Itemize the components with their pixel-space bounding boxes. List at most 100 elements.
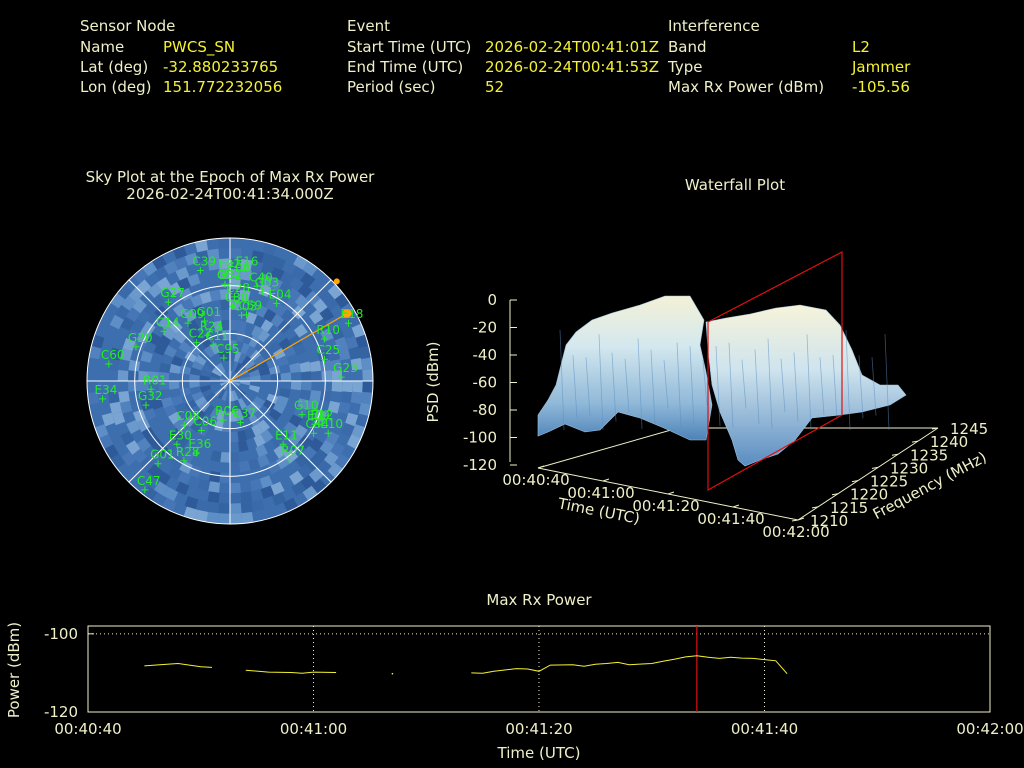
- satellite-marker: [222, 269, 230, 277]
- skyplot-cell: [286, 287, 302, 302]
- skyplot-cell: [189, 367, 202, 376]
- waterfall-y-tick-label: 1230: [890, 459, 928, 477]
- waterfall-texture: [715, 346, 721, 427]
- skyplot-cell: [158, 381, 170, 391]
- skyplot-cell: [138, 381, 149, 392]
- skyplot-cell: [200, 335, 212, 348]
- skyplot-cell: [278, 281, 293, 297]
- skyplot-cell: [253, 354, 266, 366]
- skyplot-cell: [171, 395, 184, 407]
- power-y-tick-label: -100: [44, 625, 78, 643]
- skyplot-cell: [309, 309, 324, 325]
- skyplot-cell: [179, 424, 193, 438]
- skyplot-cell: [350, 357, 363, 371]
- skyplot-cell: [218, 258, 230, 270]
- waterfall-z-tick-label: -80: [473, 401, 498, 419]
- waterfall-title: Waterfall Plot: [685, 176, 785, 194]
- skyplot-cell: [187, 273, 201, 287]
- skyplot-cell: [300, 272, 316, 288]
- skyplot-cell: [230, 452, 240, 463]
- skyplot-cell: [234, 350, 242, 363]
- satellite-marker: [230, 293, 238, 301]
- skyplot-cell: [170, 292, 184, 307]
- skyplot-cell: [251, 325, 264, 338]
- skyplot-cell: [89, 345, 102, 360]
- skyplot-cell: [173, 418, 187, 432]
- skyplot-cell: [195, 499, 209, 512]
- waterfall-texture: [559, 329, 565, 431]
- skyplot-cell: [270, 481, 285, 496]
- skyplot-cell: [120, 316, 135, 331]
- skyplot-cell: [156, 470, 171, 486]
- sensor-lat-value: -32.880233765: [163, 58, 279, 76]
- satellite-label: E10: [320, 417, 343, 431]
- waterfall-y-tick: [851, 480, 859, 483]
- skyplot-cell: [163, 260, 179, 275]
- skyplot-cell: [217, 389, 226, 400]
- skyplot-cell: [194, 396, 207, 408]
- satellite-marker: [192, 449, 200, 457]
- skyplot-cell: [341, 422, 355, 438]
- skyplot-cell: [127, 381, 139, 392]
- skyplot-cell: [280, 372, 292, 381]
- skyplot-cell: [334, 293, 350, 309]
- skyplot-cell: [258, 367, 271, 376]
- power-x-tick-label: 00:40:40: [54, 720, 121, 738]
- skyplot-cell: [273, 444, 288, 459]
- skyplot-cell: [270, 313, 285, 328]
- waterfall-y-tick: [791, 519, 799, 522]
- skyplot-cell: [101, 412, 115, 427]
- skyplot-cell: [115, 304, 130, 320]
- satellite-marker: [243, 311, 251, 319]
- skyplot-cell: [189, 381, 200, 389]
- skyplot-cell: [248, 414, 260, 427]
- satellite-marker: [221, 280, 229, 288]
- waterfall-texture: [650, 349, 656, 424]
- skyplot-cell: [330, 326, 345, 341]
- interference-band-value: L2: [852, 38, 870, 56]
- skyplot-cell: [320, 328, 334, 342]
- satellite-label: C14: [156, 315, 180, 329]
- skyplot-cell: [230, 340, 238, 351]
- skyplot-cell: [190, 294, 203, 308]
- satellite-label: C34: [306, 417, 330, 431]
- skyplot-cell: [122, 338, 136, 352]
- skyplot-cell: [211, 368, 222, 377]
- skyplot-cell: [220, 299, 230, 310]
- waterfall-x-tick: [797, 517, 805, 521]
- power-x-axis-label: Time (UTC): [497, 744, 581, 762]
- waterfall-y-tick-label: 1245: [950, 420, 988, 438]
- skyplot-cell: [147, 332, 161, 346]
- satellite-label: C27: [189, 327, 213, 341]
- skyplot-cell: [309, 390, 322, 402]
- sensor-name-label: Name: [80, 38, 125, 56]
- satellite-marker: [141, 486, 149, 494]
- satellite-marker: [220, 354, 228, 362]
- skyplot-cell: [276, 455, 290, 470]
- satellite-marker: [180, 421, 188, 429]
- waterfall-texture: [585, 357, 591, 416]
- skyplot-cell: [361, 357, 373, 370]
- power-series-point: [391, 672, 394, 675]
- skyplot-cell: [227, 370, 230, 381]
- waterfall-z-tick-label: -120: [463, 456, 497, 474]
- skyplot-cell: [293, 424, 308, 439]
- skyplot-cell: [313, 448, 328, 464]
- skyplot-cell: [248, 335, 260, 348]
- skyplot-cell: [230, 381, 241, 384]
- waterfall-texture: [663, 359, 669, 409]
- skyplot-cell: [222, 329, 230, 341]
- satellite-label: C03: [234, 299, 258, 313]
- skyplot-cell: [262, 242, 277, 256]
- skyplot-cell: [147, 283, 163, 298]
- satellite-marker: [345, 319, 353, 327]
- skyplot-cell: [175, 481, 190, 496]
- skyplot-cell: [199, 291, 212, 304]
- skyplot-cell: [210, 372, 221, 379]
- sensor-name-value: PWCS_SN: [163, 38, 236, 56]
- skyplot-cell: [109, 347, 122, 361]
- skyplot-cell: [178, 340, 192, 354]
- skyplot-cell: [110, 453, 126, 469]
- skyplot-cell: [184, 252, 199, 266]
